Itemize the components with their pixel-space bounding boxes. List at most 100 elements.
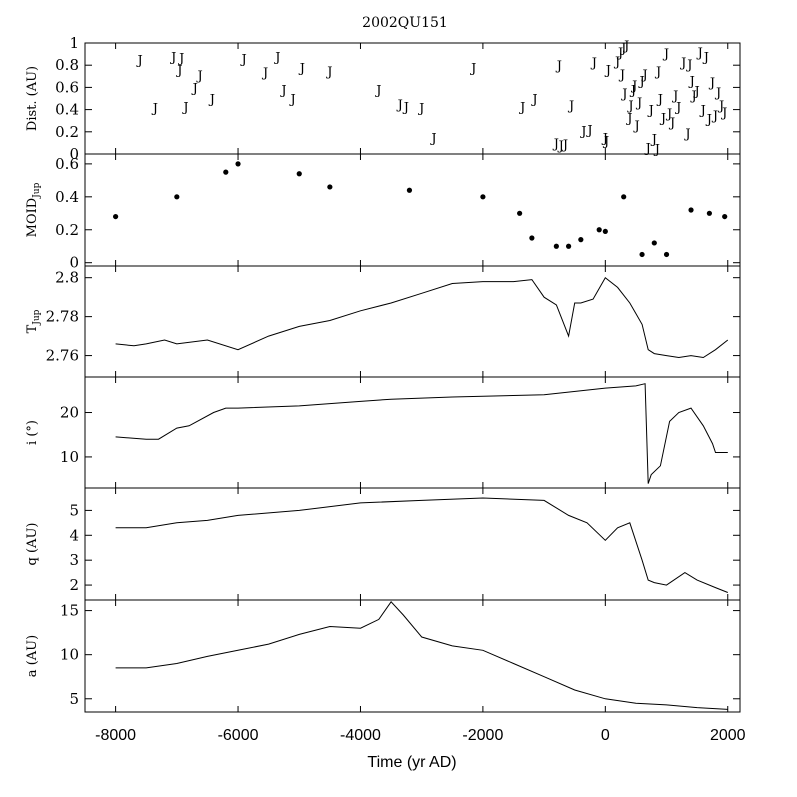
y-tick-label: 0.2 — [55, 221, 79, 239]
data-point: J — [181, 100, 188, 115]
data-point: J — [567, 99, 574, 114]
y-axis-label: MOIDJup — [25, 182, 42, 237]
data-point: J — [195, 69, 202, 84]
data-point: J — [579, 125, 586, 140]
x-tick-label: 2000 — [710, 727, 746, 744]
data-point — [663, 251, 670, 258]
data-point — [296, 171, 302, 177]
data-point: J — [626, 99, 633, 114]
data-point: J — [633, 119, 640, 134]
panel-frame — [84, 599, 741, 713]
panel-tjup: 2.76 2.78 2.8 TJup — [25, 265, 741, 378]
data-point: J — [135, 54, 142, 69]
y-tick-label: 2.76 — [46, 347, 79, 365]
data-point: J — [151, 101, 158, 116]
data-point: J — [711, 109, 718, 124]
y-tick-label: 2.78 — [46, 308, 79, 326]
y-tick-label: 0.8 — [55, 56, 79, 74]
data-point: J — [705, 112, 712, 127]
y-tick-label: 0.4 — [55, 188, 79, 206]
y-axis-label: q (AU) — [25, 523, 40, 566]
data-point: J — [613, 55, 620, 70]
data-point — [688, 207, 694, 213]
data-point: J — [693, 85, 700, 100]
y-tick-label: 2 — [69, 576, 79, 594]
y-axis-label: i (°) — [25, 420, 40, 445]
data-point: J — [665, 107, 672, 122]
data-point — [706, 210, 712, 216]
data-point: J — [175, 64, 182, 79]
data-point: J — [635, 96, 642, 111]
x-tick-label: -4000 — [340, 727, 381, 744]
y-tick-label: 1 — [69, 34, 79, 52]
data-point — [602, 228, 608, 235]
data-point: J — [616, 46, 623, 61]
y-tick-label: 4 — [69, 526, 79, 544]
data-point: J — [618, 68, 625, 83]
data-point — [621, 194, 627, 200]
x-tick-label: 0 — [601, 727, 610, 744]
x-tick-label: -6000 — [218, 727, 259, 744]
data-point: J — [279, 84, 286, 99]
data-point: J — [552, 137, 559, 152]
data-point: J — [685, 58, 692, 73]
series-line — [115, 601, 728, 710]
data-point — [722, 213, 728, 220]
data-point: J — [169, 50, 176, 65]
data-point: J — [298, 61, 305, 76]
series-line — [115, 276, 729, 359]
data-point — [174, 194, 180, 200]
data-point: J — [688, 75, 695, 90]
panel-incl: 10 20 i (°) — [25, 376, 741, 489]
chart-title: 2002QU151 — [362, 15, 448, 31]
data-point: J — [659, 111, 666, 126]
data-point: J — [699, 104, 706, 119]
data-point: J — [396, 98, 403, 113]
data-point: J — [641, 68, 648, 83]
x-axis-label: Time (yr AD) — [367, 754, 456, 771]
data-point: J — [620, 87, 627, 102]
data-point: J — [261, 66, 268, 81]
y-tick-label: 0.4 — [55, 101, 79, 119]
data-point: J — [656, 93, 663, 108]
data-point: J — [289, 93, 296, 108]
y-tick-label: 10 — [60, 448, 79, 466]
series-line — [115, 497, 728, 593]
data-point: J — [402, 100, 409, 115]
data-point: J — [619, 41, 626, 56]
data-point: J — [429, 131, 436, 146]
data-point — [406, 187, 413, 193]
y-tick-label: 20 — [60, 404, 79, 422]
data-point — [553, 243, 559, 249]
y-tick-label: 0.6 — [55, 78, 79, 96]
panel-moid: 0 0.2 0.4 0.6 MOIDJup — [25, 153, 741, 272]
x-tick-label: -2000 — [462, 727, 503, 744]
data-point — [113, 213, 119, 220]
y-tick-label: 15 — [60, 602, 79, 620]
y-tick-label: 0.6 — [55, 155, 79, 173]
y-tick-label: 0 — [69, 145, 79, 163]
series-line — [115, 383, 728, 484]
data-point: J — [555, 59, 562, 74]
data-point: J — [469, 61, 476, 76]
x-axis: -8000 -6000 -4000 -2000 0 2000 — [95, 727, 746, 744]
y-tick-label: 0.2 — [55, 123, 79, 141]
data-point: J — [530, 93, 537, 108]
y-tick-label: 3 — [69, 551, 79, 569]
data-point: J — [604, 64, 611, 79]
data-point: J — [720, 106, 727, 121]
data-point: J — [653, 142, 660, 157]
data-point: J — [585, 124, 592, 139]
data-point — [565, 243, 572, 249]
panel-frame — [84, 376, 741, 489]
data-point: J — [674, 100, 681, 115]
panel-frame — [84, 153, 741, 267]
y-axis-label: Dist. (AU) — [25, 66, 40, 131]
data-point: J — [622, 39, 629, 54]
data-point: J — [630, 79, 637, 94]
y-axis-label: a (AU) — [25, 635, 40, 677]
data-point — [235, 161, 241, 167]
data-point: J — [557, 139, 564, 154]
